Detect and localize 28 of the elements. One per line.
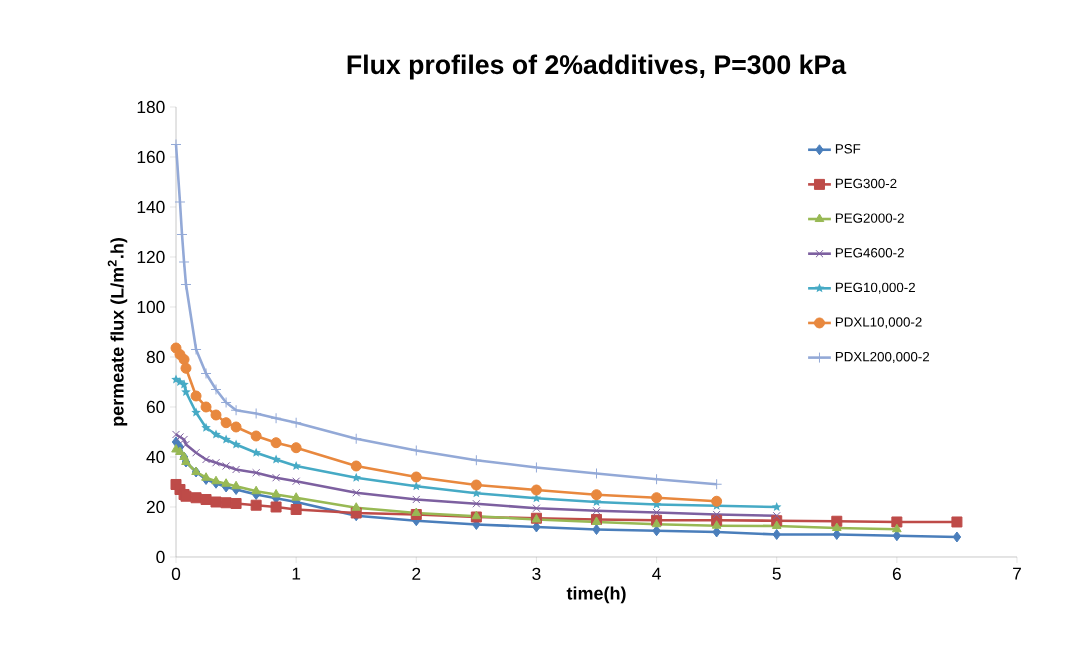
y-tick-label: 20	[146, 500, 165, 514]
y-tick-label: 120	[137, 250, 165, 264]
y-tick-label: 140	[137, 200, 165, 214]
legend-label: PSF	[835, 144, 861, 154]
x-tick-label: 3	[532, 567, 541, 580]
y-axis-title: permeate flux (L/m$^{2}$.h)	[107, 238, 128, 426]
chart-title: Flux profiles of 2%additives, P=300 kPa	[347, 54, 847, 80]
legend-label: PEG300-2	[835, 178, 897, 189]
legend-label: PEG4600-2	[835, 248, 904, 258]
x-tick-label: 2	[412, 567, 421, 580]
x-axis-title: time(h)	[566, 586, 626, 604]
x-tick-label: 5	[772, 567, 781, 580]
y-tick-label: 180	[137, 100, 165, 114]
legend-label: PEG10,000-2	[835, 282, 915, 294]
legend-label: PDXL200,000-2	[835, 351, 930, 363]
y-tick-label: 60	[146, 400, 165, 414]
y-tick-label: 160	[137, 150, 165, 164]
x-tick-label: 6	[892, 567, 901, 580]
x-tick-label: 0	[171, 567, 181, 580]
y-tick-label: 100	[137, 300, 165, 314]
y-tick-label: 80	[146, 350, 165, 364]
x-tick-label: 7	[1013, 567, 1021, 580]
y-tick-label: 40	[146, 450, 165, 464]
legend-label: PDXL10,000-2	[835, 317, 922, 329]
x-tick-label: 1	[292, 567, 301, 580]
legend-label: PEG2000-2	[835, 213, 904, 223]
y-tick-label: 0	[156, 550, 165, 564]
x-tick-label: 4	[652, 567, 661, 580]
